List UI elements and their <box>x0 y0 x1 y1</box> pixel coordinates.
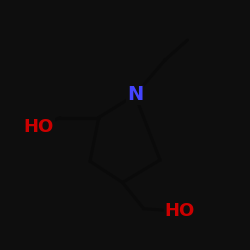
Text: HO: HO <box>165 202 195 220</box>
Text: N: N <box>127 86 143 104</box>
Text: HO: HO <box>24 118 54 136</box>
